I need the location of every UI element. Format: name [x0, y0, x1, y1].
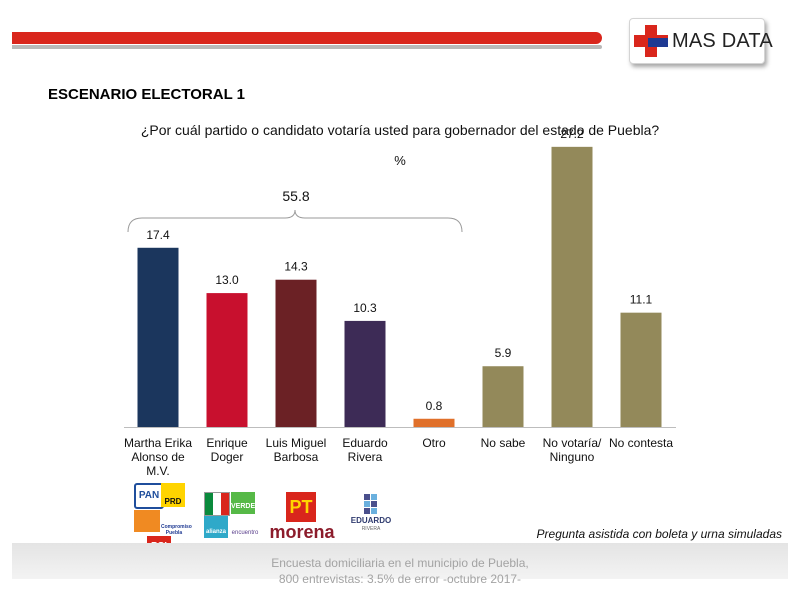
bar-3	[344, 320, 386, 427]
x-tick-label-3: Eduardo Rivera	[342, 436, 388, 464]
x-tick-label-0: Martha Erika Alonso de M.V.	[123, 436, 193, 478]
brand-name: MAS DATA	[672, 30, 773, 52]
bar-0	[137, 247, 179, 427]
footer-bar	[12, 543, 788, 579]
x-tick-label-2: Luis Miguel Barbosa	[265, 436, 327, 464]
x-tick-label-6: No votaría/Ninguno	[542, 436, 602, 464]
eduardo-logo-text: EDUARDO	[350, 516, 392, 525]
chart-question: ¿Por cuál partido o candidato votaría us…	[140, 122, 660, 138]
pri-logo	[204, 492, 230, 516]
rivera-logo-text: RIVERA	[361, 526, 381, 532]
bracket-line	[127, 209, 463, 233]
survey-note: Pregunta asistida con boleta y urna simu…	[536, 527, 782, 541]
pt-logo: PT	[286, 492, 316, 522]
bar-5	[482, 366, 524, 427]
footer-line-2: 800 entrevistas: 3.5% de error -octubre …	[278, 572, 522, 586]
brand-logo	[629, 18, 765, 64]
header-gray-stripe	[12, 45, 602, 49]
brand-cross-icon	[634, 25, 668, 57]
encuentro-logo: encuentro	[231, 530, 259, 536]
bracket-sum-label: 55.8	[282, 188, 310, 204]
bar-value-label-1: 13.0	[215, 273, 239, 287]
x-tick-label-7: No contesta	[608, 436, 674, 450]
page-title: ESCENARIO ELECTORAL 1	[48, 86, 245, 103]
morena-logo: morena	[269, 522, 335, 542]
bar-2	[275, 279, 317, 427]
x-tick-label-4: Otro	[422, 436, 446, 450]
x-tick-label-5: No sabe	[480, 436, 526, 450]
bar-1	[206, 293, 248, 427]
bar-4	[413, 418, 455, 427]
bar-value-label-3: 10.3	[353, 301, 377, 315]
footer-line-1: Encuesta domiciliaria en el municipio de…	[271, 556, 529, 570]
bar-value-label-0: 17.4	[146, 228, 170, 242]
footer-text: Encuesta domiciliaria en el municipio de…	[0, 555, 800, 587]
bar-7	[620, 312, 662, 427]
bar-value-label-2: 14.3	[284, 260, 308, 274]
verde-logo: VERDE	[231, 492, 255, 514]
bar-value-label-6: 27.2	[560, 127, 584, 141]
prd-logo: PRD	[161, 483, 185, 507]
alianza-logo: alianza	[204, 516, 228, 538]
compromiso-logo: Compromiso Puebla	[161, 524, 192, 536]
chart-unit: %	[394, 153, 406, 168]
eduardo-rivera-mark-icon	[364, 494, 377, 514]
bar-value-label-4: 0.8	[426, 399, 443, 413]
header-red-stripe	[12, 32, 602, 44]
pan-logo: PAN	[134, 483, 164, 509]
bar-value-label-5: 5.9	[495, 346, 512, 360]
bar-6	[551, 146, 593, 427]
bar-value-label-7: 11.1	[630, 293, 653, 307]
x-tick-label-1: Enrique Doger	[206, 436, 248, 464]
bar-chart: 17.4 13.0 14.3 10.3 0.8 5.9 27.2 11.1	[124, 127, 676, 428]
mc-logo	[134, 510, 160, 532]
